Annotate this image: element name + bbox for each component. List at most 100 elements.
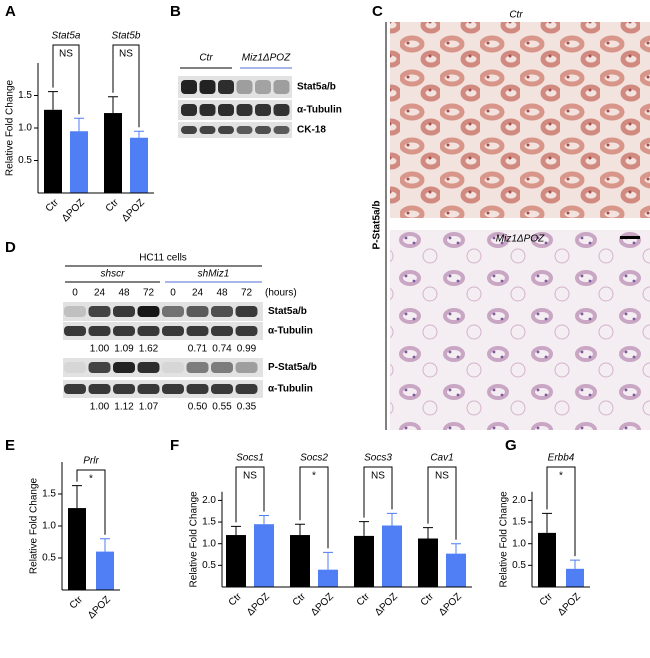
y-tick-label: 1.5 bbox=[18, 90, 32, 101]
blot-band bbox=[186, 306, 209, 317]
y-tick-label: 1.0 bbox=[42, 521, 56, 532]
significance: NS bbox=[59, 49, 73, 60]
blot-band bbox=[236, 104, 253, 116]
significance-bracket bbox=[112, 44, 140, 128]
significance: NS bbox=[435, 471, 449, 482]
bar bbox=[96, 551, 114, 590]
blot-band bbox=[236, 126, 253, 134]
time-label: 24 bbox=[192, 288, 204, 299]
quantification: 1.00 bbox=[90, 402, 110, 413]
bar bbox=[68, 508, 86, 590]
row-label: CK-18 bbox=[297, 125, 326, 136]
group-label: Socs2 bbox=[300, 453, 328, 464]
y-tick-label: 1.0 bbox=[18, 123, 32, 134]
blot-band bbox=[211, 384, 233, 394]
blot-band bbox=[235, 384, 258, 394]
scale-bar bbox=[620, 236, 640, 239]
y-axis-label: Relative Fold Change bbox=[29, 477, 40, 574]
blot-band bbox=[218, 126, 234, 134]
x-tick-label: ΔPOZ bbox=[86, 594, 113, 621]
significance: NS bbox=[371, 471, 385, 482]
quantification: 0.55 bbox=[212, 402, 232, 413]
blot-band bbox=[137, 306, 160, 317]
time-label: 0 bbox=[170, 288, 176, 299]
blot-band bbox=[113, 306, 135, 317]
error-bar bbox=[359, 521, 369, 536]
y-axis-label: Relative Fold Change bbox=[499, 491, 510, 588]
group-label: Erbb4 bbox=[548, 453, 575, 464]
y-tick-label: 1.5 bbox=[42, 489, 56, 500]
bar bbox=[538, 532, 556, 587]
error-bar bbox=[323, 551, 333, 570]
significance: NS bbox=[119, 49, 133, 60]
y-tick-label: 2.0 bbox=[512, 495, 526, 506]
y-axis-label: Relative Fold Change bbox=[5, 79, 16, 176]
significance: * bbox=[89, 474, 93, 485]
blot-band bbox=[88, 306, 111, 317]
blot-band bbox=[113, 326, 135, 336]
x-tick-label: ΔPOZ bbox=[437, 591, 464, 618]
x-tick-label: Ctr bbox=[355, 591, 373, 609]
error-bar bbox=[570, 559, 580, 569]
quantification: 1.12 bbox=[114, 402, 134, 413]
blot-band bbox=[235, 306, 258, 317]
y-tick-label: 1.0 bbox=[202, 538, 216, 549]
x-tick-label: ΔPOZ bbox=[60, 197, 87, 224]
group-label: Cav1 bbox=[430, 453, 453, 464]
error-bar bbox=[100, 538, 110, 552]
blot-band bbox=[113, 384, 135, 394]
y-tick-label: 0.5 bbox=[18, 155, 32, 166]
blot-band bbox=[88, 384, 111, 394]
quantification: 1.62 bbox=[139, 344, 159, 355]
blot-band bbox=[162, 326, 184, 336]
image-ctr bbox=[390, 22, 650, 218]
blot-band bbox=[236, 80, 253, 94]
image-label: Miz1ΔPOZ bbox=[496, 234, 545, 245]
significance-bracket bbox=[235, 466, 265, 523]
row-label: P-Stat5a/b bbox=[268, 362, 317, 373]
blot-band bbox=[162, 306, 184, 317]
blot-band bbox=[211, 362, 233, 373]
time-label: 72 bbox=[241, 288, 253, 299]
blot-band bbox=[235, 362, 258, 373]
significance: * bbox=[312, 471, 316, 482]
blot-band bbox=[186, 362, 209, 373]
image-miz1 bbox=[390, 230, 650, 430]
blot-band bbox=[181, 104, 197, 116]
significance: NS bbox=[243, 471, 257, 482]
blot-band bbox=[88, 362, 111, 373]
x-tick-label: ΔPOZ bbox=[245, 591, 272, 618]
bar bbox=[290, 535, 310, 587]
blot-band bbox=[273, 104, 290, 116]
blot-band bbox=[273, 126, 290, 134]
time-label: 0 bbox=[72, 288, 78, 299]
row-label: Stat5a/b bbox=[268, 306, 307, 317]
time-label: 72 bbox=[143, 288, 155, 299]
blot-band bbox=[64, 362, 86, 373]
x-tick-label: Ctr bbox=[291, 591, 309, 609]
blot-band bbox=[199, 104, 216, 116]
blot-band bbox=[162, 362, 184, 373]
significance-bracket bbox=[299, 466, 329, 549]
significance-bracket bbox=[546, 466, 576, 557]
x-tick-label: Ctr bbox=[538, 591, 556, 609]
panel-letter: C bbox=[372, 3, 383, 20]
quantification: 0.71 bbox=[188, 344, 208, 355]
blot-band bbox=[137, 384, 160, 394]
x-tick-label: Ctr bbox=[104, 197, 122, 215]
quantification: 1.07 bbox=[139, 402, 159, 413]
panel-letter: F bbox=[170, 437, 179, 454]
bar bbox=[226, 535, 246, 587]
x-tick-label: ΔPOZ bbox=[120, 197, 147, 224]
bar bbox=[130, 137, 148, 193]
blot-band bbox=[181, 126, 197, 134]
blot-band bbox=[113, 362, 135, 373]
x-tick-label: Ctr bbox=[419, 591, 437, 609]
significance: * bbox=[559, 471, 563, 482]
quantification: 0.99 bbox=[237, 344, 257, 355]
blot-band bbox=[255, 80, 271, 94]
x-tick-label: Ctr bbox=[68, 594, 86, 612]
error-bar bbox=[542, 512, 552, 533]
quantification: 1.09 bbox=[114, 344, 134, 355]
